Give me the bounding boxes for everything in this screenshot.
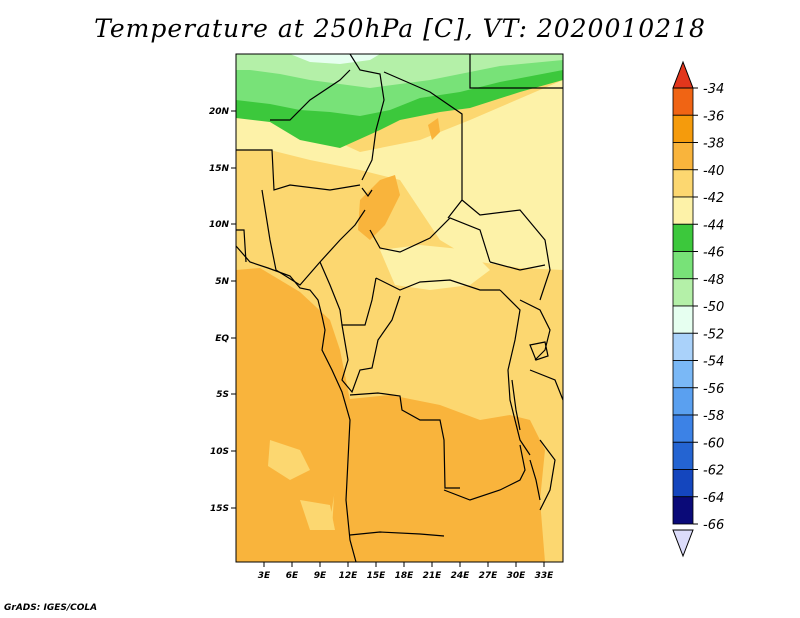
border-south-sudan <box>489 261 546 271</box>
map-title: Temperature at 250hPa [C], VT: 202001021… <box>94 14 706 43</box>
lon-tick-label: 24E <box>451 571 471 581</box>
colorbar-level-label: -46 <box>703 246 724 261</box>
lat-tick-label: 10N <box>209 220 230 230</box>
border-congo <box>341 295 401 394</box>
border-libya-chad <box>383 71 463 219</box>
contour-minus42-patch-2 <box>300 500 335 530</box>
lat-axis: 20N 15N 10N 5N EQ 5S 10S 15S <box>209 107 236 514</box>
colorbar-box <box>672 387 694 416</box>
border-chad-car <box>369 217 491 263</box>
lon-tick-label: 30E <box>507 571 527 581</box>
contour-minus40-south <box>330 395 545 562</box>
lat-tick-label: 5S <box>216 390 229 400</box>
lake-tanganyika <box>511 379 521 431</box>
colorbar-level-label: -64 <box>703 491 724 506</box>
contour-minus42-east <box>440 130 563 270</box>
country-borders <box>236 54 563 562</box>
colorbar-box <box>672 305 694 334</box>
colorbar-level-label: -52 <box>703 327 724 342</box>
border-mozambique <box>539 439 556 511</box>
lat-tick-label: 5N <box>215 277 229 287</box>
colorbar-level-label: -66 <box>703 518 724 533</box>
contour-minus40-streak2 <box>428 118 440 140</box>
colorbar-level-label: -34 <box>703 82 724 97</box>
colorbar-level-label: -42 <box>703 191 724 206</box>
border-car-drc <box>375 277 500 291</box>
lon-tick-label: 18E <box>395 571 415 581</box>
colorbar-level-label: -50 <box>703 300 724 315</box>
colorbar-box <box>672 142 694 171</box>
lat-tick-label: 10S <box>210 447 229 457</box>
lat-tick-label: EQ <box>215 334 229 344</box>
border-libya-egypt <box>469 54 563 89</box>
colorbar-level-label: -58 <box>703 409 724 424</box>
colorbar-top-arrow <box>672 60 694 89</box>
border-drc-east <box>499 289 531 456</box>
colorbar-bottom-arrow <box>672 529 694 558</box>
lat-tick-label: 15N <box>209 164 230 174</box>
colorbar-boxes <box>672 87 694 525</box>
lon-axis: 3E 6E 9E 12E 15E 18E 21E 24E 27E 30E 33E <box>258 562 554 581</box>
lat-tick-label: 20N <box>209 107 230 117</box>
lake-victoria <box>529 341 549 361</box>
colorbar-level-label: -48 <box>703 273 724 288</box>
lon-tick-label: 21E <box>423 571 443 581</box>
border-nigeria <box>261 189 366 286</box>
lat-tick-label: 15S <box>210 504 229 514</box>
colorbar-level-label: -40 <box>703 164 724 179</box>
map-frame <box>235 53 564 563</box>
colorbar-box <box>672 87 694 116</box>
colorbar-box <box>672 223 694 252</box>
colorbar-box <box>672 332 694 361</box>
colorbar-legend: -34 -36 -38 -40 -42 -44 -46 -48 -50 -52 -54 -56 -58 -… <box>672 60 724 558</box>
colorbar-box <box>672 278 694 307</box>
colorbar-labels: -34 -36 -38 -40 -42 -44 -46 -48 -50 -52 -54 -56 -58 -… <box>693 82 724 533</box>
colorbar-level-label: -54 <box>703 355 724 370</box>
border-algeria-libya <box>349 54 385 181</box>
border-mali-niger <box>236 149 361 191</box>
contour-minus50 <box>290 54 380 64</box>
contour-minus42-center <box>380 245 490 290</box>
colorbar-box <box>672 196 694 225</box>
grads-credit: GrADS: IGES/COLA <box>4 603 98 613</box>
border-niger <box>270 69 351 121</box>
colorbar-box <box>672 441 694 470</box>
lake-chad <box>361 187 373 198</box>
colorbar-level-label: -38 <box>703 137 724 152</box>
contour-minus40-west <box>236 268 350 562</box>
border-uganda-kenya <box>519 299 551 361</box>
colorbar-box <box>672 496 694 525</box>
contour-minus40-streak <box>358 175 400 240</box>
border-zambia <box>443 444 526 501</box>
lon-tick-label: 3E <box>258 571 271 581</box>
contour-minus42-patch-1 <box>268 440 310 480</box>
colorbar-level-label: -36 <box>703 109 724 124</box>
border-tanzania <box>529 369 563 401</box>
lon-tick-label: 9E <box>314 571 327 581</box>
border-angola-namibia <box>349 531 445 537</box>
border-drc-angola <box>349 392 460 489</box>
lon-tick-label: 6E <box>286 571 299 581</box>
colorbar-box <box>672 169 694 198</box>
colorbar-level-label: -56 <box>703 382 724 397</box>
colorbar-box <box>672 360 694 389</box>
border-sudan <box>461 199 551 301</box>
lon-tick-label: 12E <box>339 571 359 581</box>
colorbar-box <box>672 414 694 443</box>
colorbar-box <box>672 469 694 498</box>
colorbar-box <box>672 114 694 143</box>
colorbar-level-label: -60 <box>703 436 724 451</box>
lon-tick-label: 33E <box>535 571 555 581</box>
border-west-strip <box>236 229 247 263</box>
lake-malawi <box>529 459 541 501</box>
lon-tick-label: 15E <box>367 571 387 581</box>
colorbar-level-label: -62 <box>703 464 724 479</box>
lon-tick-label: 27E <box>479 571 499 581</box>
coastline-west-africa <box>236 245 357 562</box>
temperature-field <box>236 54 563 562</box>
colorbar-level-label: -44 <box>703 218 724 233</box>
colorbar-box <box>672 251 694 280</box>
